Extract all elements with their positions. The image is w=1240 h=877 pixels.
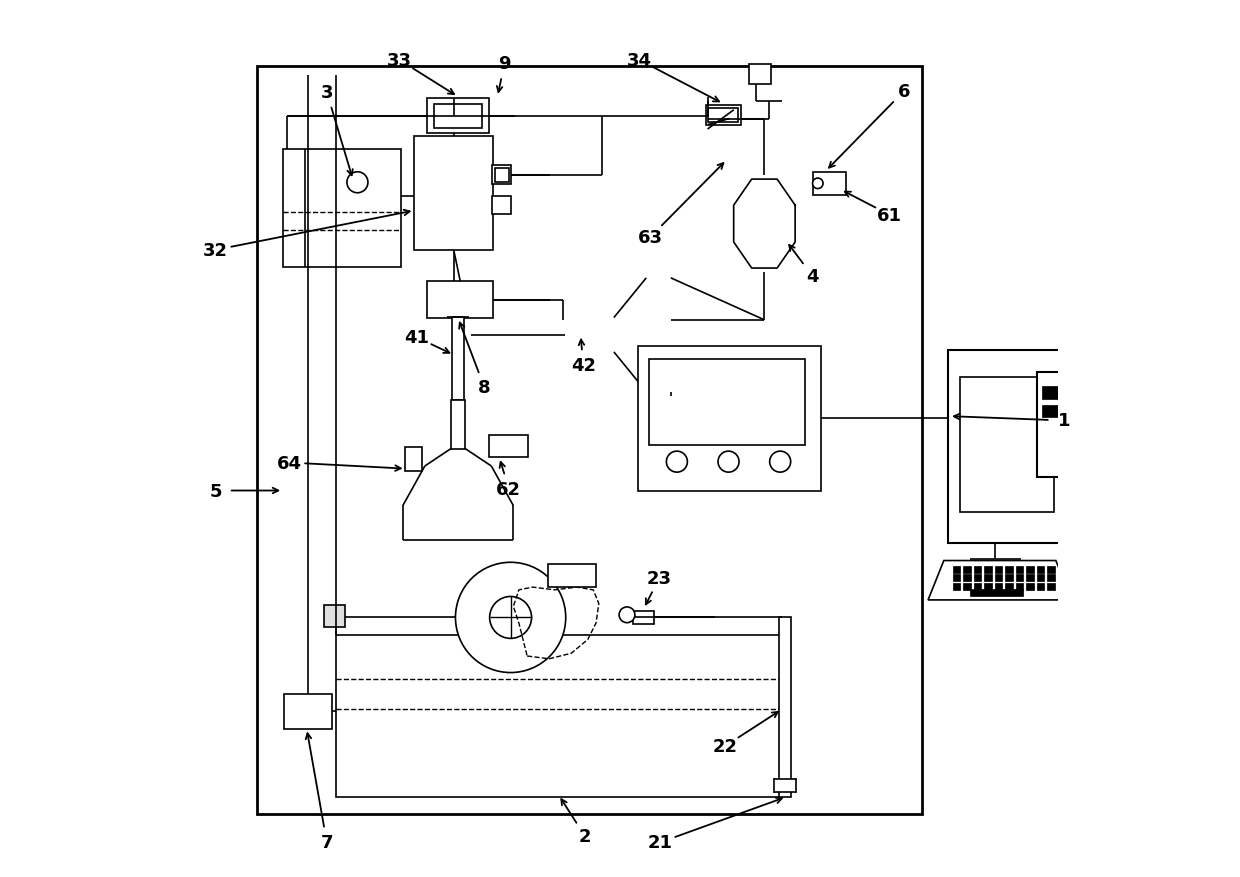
Bar	[708, 109, 738, 123]
Bar	[1037, 574, 1044, 581]
Circle shape	[347, 173, 368, 194]
Bar	[973, 574, 982, 581]
Text: 3: 3	[321, 84, 334, 103]
Bar	[257, 67, 923, 815]
Text: 21: 21	[647, 833, 673, 852]
Bar	[1006, 566, 1013, 573]
Bar	[1042, 405, 1061, 417]
Circle shape	[619, 607, 635, 623]
Circle shape	[812, 179, 823, 189]
Bar	[649, 360, 805, 446]
Bar	[434, 104, 481, 129]
Text: 8: 8	[479, 379, 491, 396]
Bar	[812, 173, 846, 196]
Circle shape	[718, 452, 739, 473]
Circle shape	[770, 452, 791, 473]
Bar	[1027, 574, 1034, 581]
Bar	[952, 566, 961, 573]
Text: 22: 22	[713, 738, 738, 755]
Bar	[963, 566, 971, 573]
Text: 62: 62	[496, 481, 521, 498]
Bar	[952, 583, 961, 590]
Circle shape	[455, 563, 565, 673]
Bar	[1016, 574, 1023, 581]
Bar	[985, 574, 992, 581]
Text: 5: 5	[210, 482, 222, 500]
Bar	[973, 583, 982, 590]
Bar	[1027, 566, 1034, 573]
Bar	[336, 635, 782, 797]
Bar	[1047, 566, 1055, 573]
Bar	[1016, 583, 1023, 590]
Text: 33: 33	[387, 52, 412, 70]
Bar	[492, 166, 511, 185]
Circle shape	[666, 452, 687, 473]
Circle shape	[490, 596, 532, 638]
Bar	[1047, 583, 1055, 590]
Bar	[970, 588, 1023, 595]
Bar	[1037, 566, 1044, 573]
Text: 1: 1	[1058, 412, 1070, 430]
Bar	[994, 583, 1002, 590]
Bar	[960, 377, 1054, 513]
Text: 23: 23	[647, 569, 672, 588]
Bar	[283, 150, 402, 268]
Bar	[706, 106, 740, 125]
Text: 32: 32	[203, 241, 228, 260]
Text: 63: 63	[639, 228, 663, 246]
Text: 61: 61	[877, 207, 901, 225]
Bar	[973, 566, 982, 573]
Text: 42: 42	[570, 357, 595, 375]
Bar	[985, 566, 992, 573]
Bar	[414, 137, 494, 251]
Bar	[495, 168, 508, 182]
Polygon shape	[928, 561, 1071, 600]
Bar	[548, 565, 596, 587]
Bar	[1006, 583, 1013, 590]
Text: 4: 4	[806, 267, 818, 286]
Bar	[428, 99, 489, 134]
Bar	[963, 574, 971, 581]
Bar	[1016, 566, 1023, 573]
Bar	[451, 401, 465, 449]
Bar	[634, 611, 655, 624]
Bar	[952, 574, 961, 581]
Text: 34: 34	[626, 52, 652, 70]
Text: 64: 64	[277, 454, 301, 472]
Bar	[1037, 583, 1044, 590]
Bar	[492, 197, 511, 215]
Bar	[963, 583, 971, 590]
Bar	[489, 436, 528, 458]
Bar	[985, 583, 992, 590]
Bar	[324, 605, 345, 627]
Bar	[451, 317, 464, 401]
Bar	[994, 574, 1002, 581]
Text: 7: 7	[321, 833, 334, 852]
Bar	[949, 351, 1066, 544]
Text: 6: 6	[898, 82, 910, 101]
Text: 9: 9	[498, 55, 511, 74]
Bar	[1037, 373, 1068, 478]
Bar	[774, 779, 796, 793]
Bar	[1047, 574, 1055, 581]
Bar	[779, 617, 791, 797]
Bar	[428, 282, 494, 318]
Bar	[1042, 387, 1061, 399]
Bar	[1006, 574, 1013, 581]
Bar	[994, 566, 1002, 573]
Bar	[637, 346, 821, 491]
Bar	[284, 694, 332, 729]
Text: 41: 41	[404, 329, 429, 347]
Bar	[404, 447, 422, 472]
Bar	[1027, 583, 1034, 590]
Text: 2: 2	[579, 827, 591, 845]
Bar	[749, 65, 770, 84]
